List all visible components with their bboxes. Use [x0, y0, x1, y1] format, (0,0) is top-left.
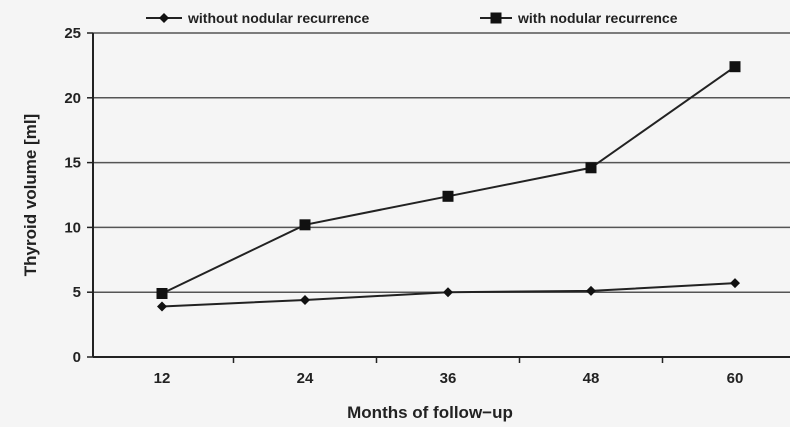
axes: [92, 33, 790, 358]
x-tick-labels: 12 24 36 48 60: [154, 357, 744, 387]
data-point: [730, 278, 740, 289]
data-point: [585, 162, 597, 174]
x-tick-label: 36: [440, 370, 457, 387]
x-tick-label: 12: [154, 370, 171, 387]
x-axis-title: Months of follow−up: [347, 403, 513, 422]
series-line-with-recurrence: [161, 65, 736, 295]
x-tick-label: 48: [583, 370, 600, 387]
y-axis-title: Thyroid volume [ml]: [21, 114, 40, 276]
gridlines: [93, 32, 790, 293]
x-tick-label: 60: [727, 370, 744, 387]
y-tick-label: 10: [64, 219, 81, 236]
y-tick-label: 0: [73, 349, 81, 366]
legend-marker: [159, 13, 169, 23]
y-tick-label: 25: [64, 25, 81, 42]
y-tick-label: 15: [64, 155, 81, 172]
x-tick-label: 24: [297, 370, 314, 387]
data-point: [156, 287, 168, 299]
data-point: [729, 61, 741, 73]
legend-marker: [490, 12, 502, 24]
y-tick-labels: 0 5 10 15 20 25: [64, 25, 93, 366]
data-point: [586, 285, 596, 296]
data-point: [442, 190, 454, 202]
legend: without nodular recurrence with nodular r…: [146, 10, 678, 26]
legend-label: without nodular recurrence: [187, 10, 369, 26]
data-point: [300, 294, 310, 305]
data-point: [299, 219, 311, 231]
y-tick-label: 5: [73, 284, 81, 301]
y-tick-label: 20: [64, 90, 81, 107]
data-point: [157, 301, 167, 312]
series-lines: [156, 61, 741, 312]
data-point: [443, 287, 453, 298]
legend-label: with nodular recurrence: [517, 10, 678, 26]
